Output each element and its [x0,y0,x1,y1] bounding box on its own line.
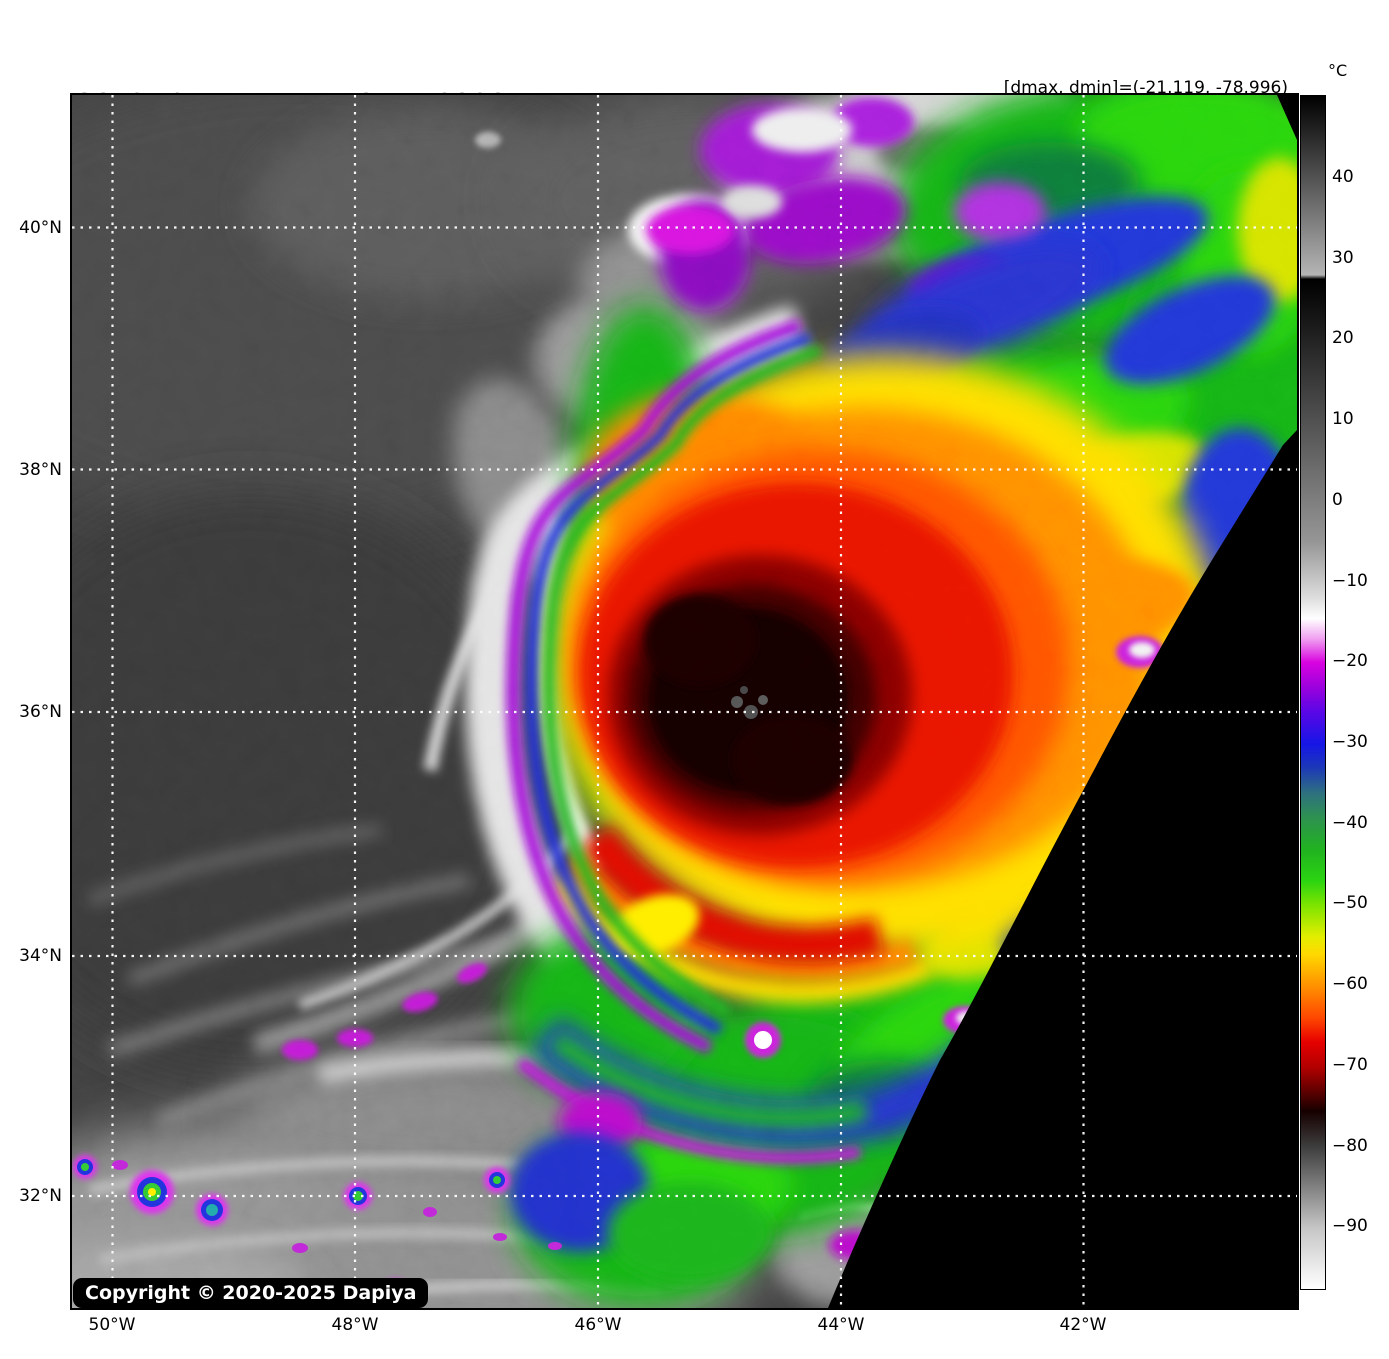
lat-axis-label: 40°N [19,218,62,238]
colorbar-tick-label: −20 [1332,651,1368,671]
colorbar-tick-label: −50 [1332,893,1368,913]
lat-axis-label: 36°N [19,702,62,722]
lon-axis-label: 46°W [574,1315,622,1335]
lat-axis-label: 38°N [19,460,62,480]
colorbar-tick-label: −90 [1332,1216,1368,1236]
colorbar-tick-label: −80 [1332,1136,1368,1156]
lat-axis-label: 32°N [19,1186,62,1206]
colorbar-tick-label: −70 [1332,1055,1368,1075]
lon-axis-label: 42°W [1059,1315,1107,1335]
colorbar-unit-label: °C [1328,61,1348,80]
colorbar-tick-label: −30 [1332,732,1368,752]
lat-axis-label: 34°N [19,946,62,966]
latlon-grid [72,95,1297,1308]
colorbar-tick-label: 10 [1332,409,1354,429]
lon-axis-label: 48°W [331,1315,379,1335]
lon-axis-label: 50°W [88,1315,136,1335]
colorbar-tick-label: 0 [1332,490,1343,510]
map-frame [70,93,1299,1310]
colorbar-tick-label: −60 [1332,974,1368,994]
lon-axis-label: 44°W [817,1315,865,1335]
colorbar-gradient [1300,95,1326,1290]
colorbar-tick-label: −10 [1332,571,1368,591]
satellite-image [72,95,1297,1308]
colorbar-tick-label: 20 [1332,328,1354,348]
copyright-badge: Copyright © 2020-2025 Dapiya [73,1278,429,1308]
colorbar-tick-label: 40 [1332,167,1354,187]
colorbar-tick-label: −40 [1332,813,1368,833]
colorbar-tick-label: 30 [1332,248,1354,268]
no-data-wedge [828,95,1297,1308]
